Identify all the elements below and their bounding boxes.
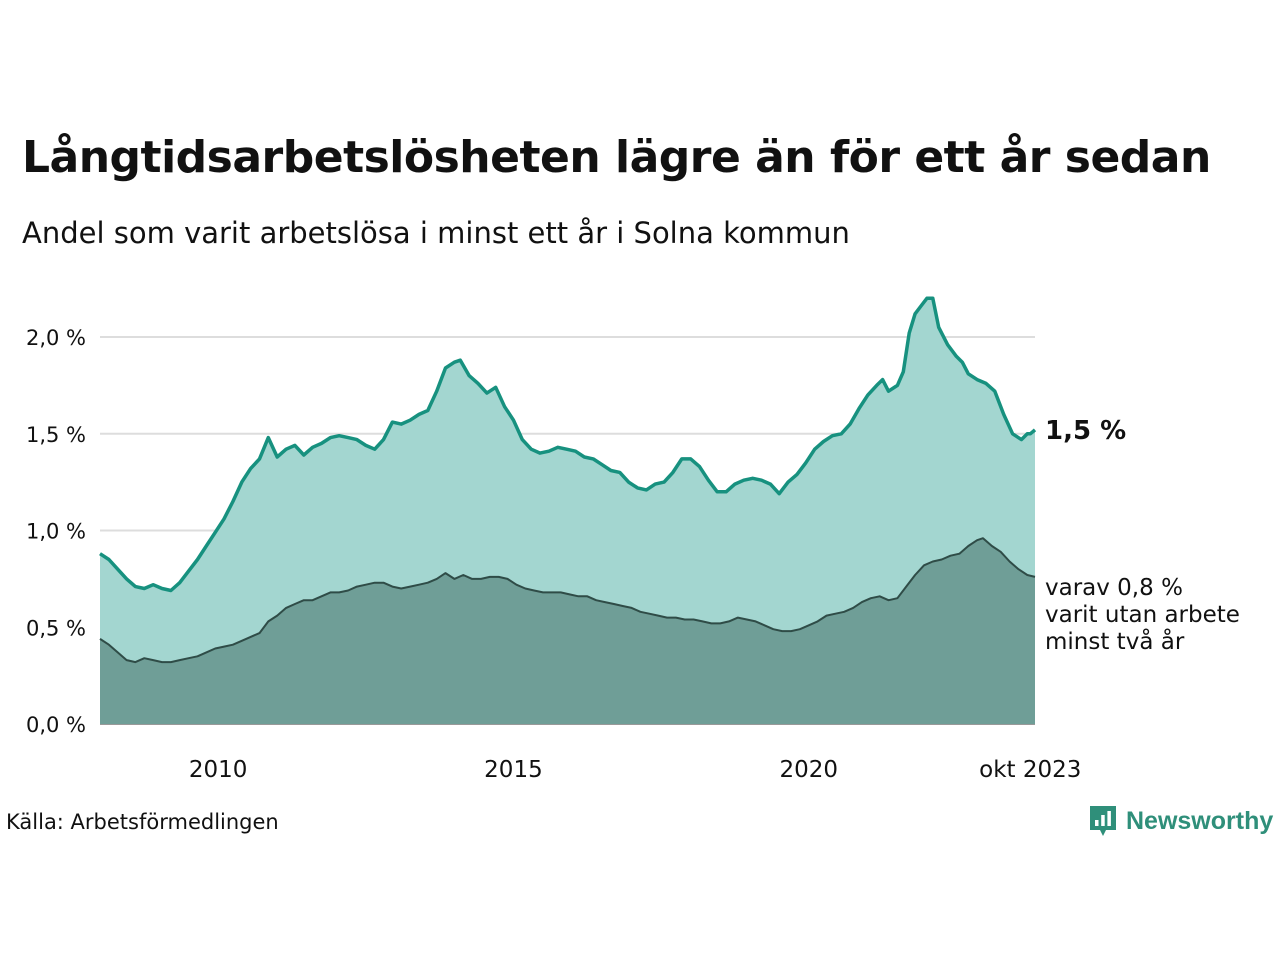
x-tick-label: okt 2023 (979, 757, 1081, 783)
y-axis: 0,0 % 0,5 % 1,0 % 1,5 % 2,0 % (26, 326, 86, 737)
chart-title: Långtidsarbetslösheten lägre än för ett … (22, 132, 1211, 183)
x-tick-label: 2020 (780, 757, 839, 783)
brand-logo[interactable]: Newsworthy (1088, 804, 1273, 838)
y-tick-label: 2,0 % (26, 326, 86, 350)
x-axis: 2010 2015 2020 okt 2023 (189, 757, 1082, 783)
chart-subtitle: Andel som varit arbetslösa i minst ett å… (22, 216, 850, 250)
area-series (99, 296, 1037, 724)
y-tick-label: 1,0 % (26, 520, 86, 544)
y-tick-label: 0,0 % (26, 713, 86, 737)
series-2-line (99, 537, 1036, 664)
y-tick-label: 1,5 % (26, 423, 86, 447)
series-1-end-label: 1,5 % (1045, 416, 1126, 446)
source-note: Källa: Arbetsförmedlingen (6, 810, 279, 834)
x-tick-label: 2010 (189, 757, 248, 783)
y-tick-label: 0,5 % (26, 616, 86, 640)
series-2-end-label-line: varav 0,8 % (1045, 575, 1183, 601)
series-2-area (100, 538, 1035, 724)
series-2-end-label-line: minst två år (1045, 627, 1185, 655)
series-2-end-label-line: varit utan arbete (1045, 602, 1240, 628)
x-tick-label: 2015 (484, 757, 543, 783)
newsworthy-logo-icon (1090, 806, 1116, 836)
brand-name: Newsworthy (1126, 806, 1274, 835)
series-1-line (99, 296, 1037, 593)
